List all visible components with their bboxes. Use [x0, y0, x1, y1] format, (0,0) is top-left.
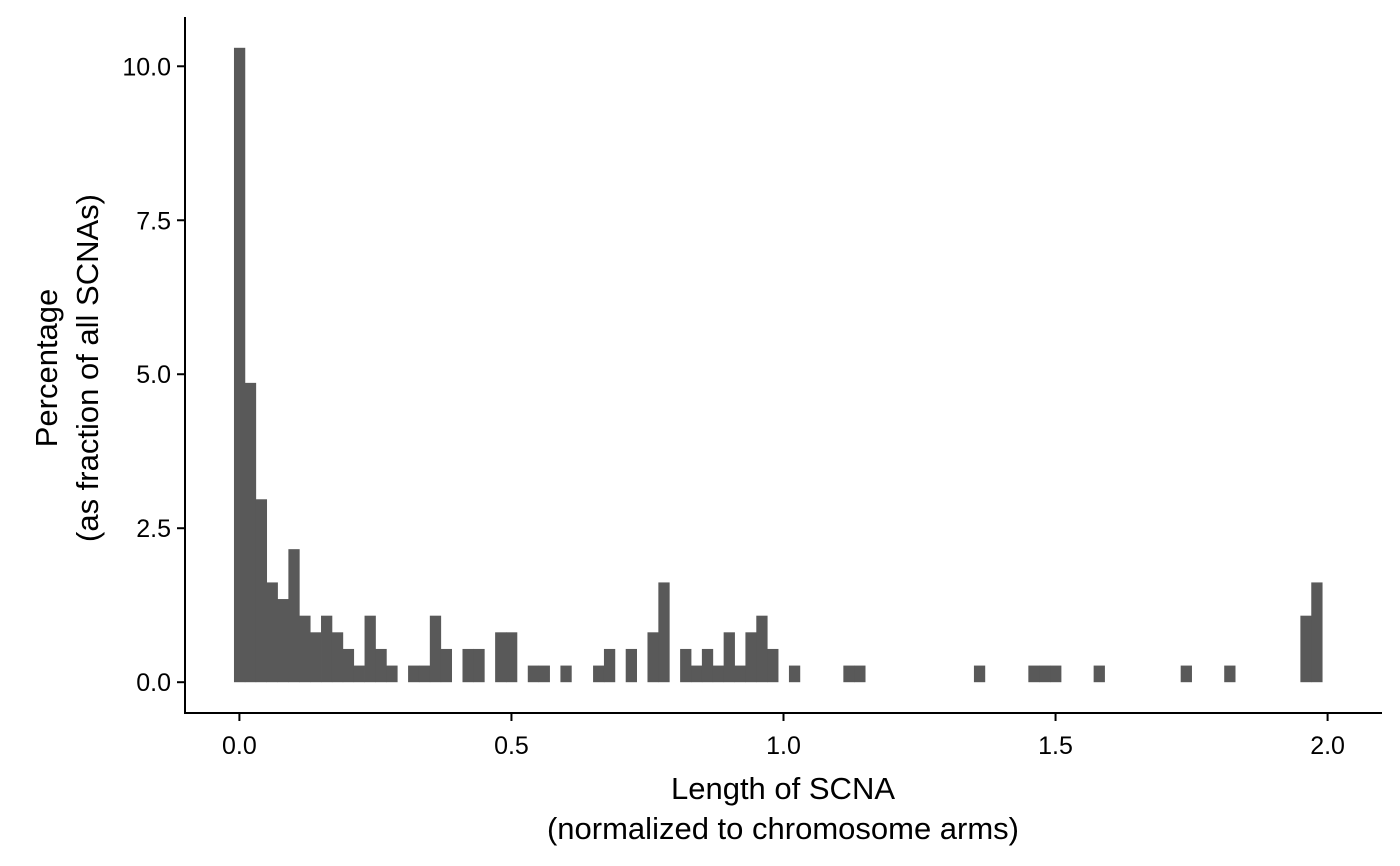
- histogram-bar: [723, 632, 735, 683]
- histogram-bar: [440, 648, 453, 683]
- histogram-bar: [1028, 665, 1040, 683]
- y-tick-label: 7.5: [136, 207, 171, 235]
- histogram-bar: [712, 665, 725, 683]
- y-tick-label: 5.0: [136, 361, 171, 389]
- x-axis-ticks: 0.0 0.5 1.0 1.5 2.0: [222, 713, 1345, 760]
- histogram-bar: [647, 632, 659, 683]
- y-axis-title-line2: (as fraction of all SCNAs): [70, 194, 105, 542]
- x-tick-label: 1.5: [1038, 732, 1073, 760]
- histogram-bar: [429, 615, 442, 683]
- y-tick-label: 2.5: [136, 515, 171, 543]
- histogram-bar: [680, 648, 692, 683]
- x-tick-label: 1.0: [766, 732, 801, 760]
- histogram-bar: [701, 648, 714, 683]
- histogram-bar: [288, 549, 300, 683]
- histogram-bar: [1180, 665, 1192, 683]
- histogram-bar: [244, 382, 257, 683]
- x-tick-label: 2.0: [1310, 732, 1345, 760]
- histogram-bar: [734, 665, 746, 683]
- histogram-bar: [1300, 615, 1312, 683]
- histogram-bar: [658, 582, 670, 683]
- histogram-bar: [299, 615, 311, 683]
- histogram-bar: [1311, 582, 1323, 683]
- histogram-bar: [277, 599, 289, 683]
- histogram-bar: [321, 615, 333, 683]
- histogram-bar: [364, 615, 376, 683]
- histogram-bar: [233, 47, 246, 683]
- histogram-bar: [506, 632, 518, 683]
- histogram-bar: [353, 665, 365, 683]
- histogram-bars: [233, 47, 1323, 683]
- histogram-bar: [788, 665, 801, 683]
- histogram-bar: [691, 665, 703, 683]
- histogram-bar: [854, 665, 866, 683]
- histogram-bar: [560, 665, 572, 683]
- histogram-bar: [473, 648, 485, 683]
- histogram-bar: [603, 648, 616, 683]
- histogram-bar: [418, 665, 431, 683]
- histogram-bar: [310, 632, 322, 683]
- histogram-bar: [756, 615, 768, 683]
- histogram-bar: [1093, 665, 1105, 683]
- x-axis-title-line1: Length of SCNA: [671, 771, 895, 806]
- histogram-bar: [375, 648, 387, 683]
- histogram-bar: [527, 665, 540, 683]
- histogram-bar: [266, 582, 278, 683]
- histogram-bar: [593, 665, 605, 683]
- x-tick-label: 0.0: [222, 732, 257, 760]
- histogram-bar: [386, 665, 398, 683]
- histogram-bar: [255, 499, 268, 683]
- histogram-bar: [408, 665, 420, 683]
- histogram-bar: [843, 665, 855, 683]
- histogram-bar: [538, 665, 550, 683]
- histogram-bar: [462, 648, 474, 683]
- y-tick-label: 10.0: [122, 53, 171, 81]
- histogram-bar: [625, 648, 637, 683]
- x-tick-label: 0.5: [494, 732, 529, 760]
- y-axis-ticks: 0.0 2.5 5.0 7.5 10.0: [122, 53, 185, 697]
- histogram-bar: [331, 632, 344, 683]
- histogram-bar: [495, 632, 507, 683]
- histogram-bar: [1039, 665, 1051, 683]
- y-tick-label: 0.0: [136, 669, 171, 697]
- histogram-bar: [1050, 665, 1062, 683]
- histogram-bar: [973, 665, 986, 683]
- y-axis-title-line1: Percentage: [29, 289, 64, 448]
- histogram-bar: [1224, 665, 1236, 683]
- histogram-bar: [342, 648, 355, 683]
- histogram-bar: [745, 632, 757, 683]
- x-axis-title-line2: (normalized to chromosome arms): [547, 811, 1019, 846]
- histogram-bar: [767, 648, 779, 683]
